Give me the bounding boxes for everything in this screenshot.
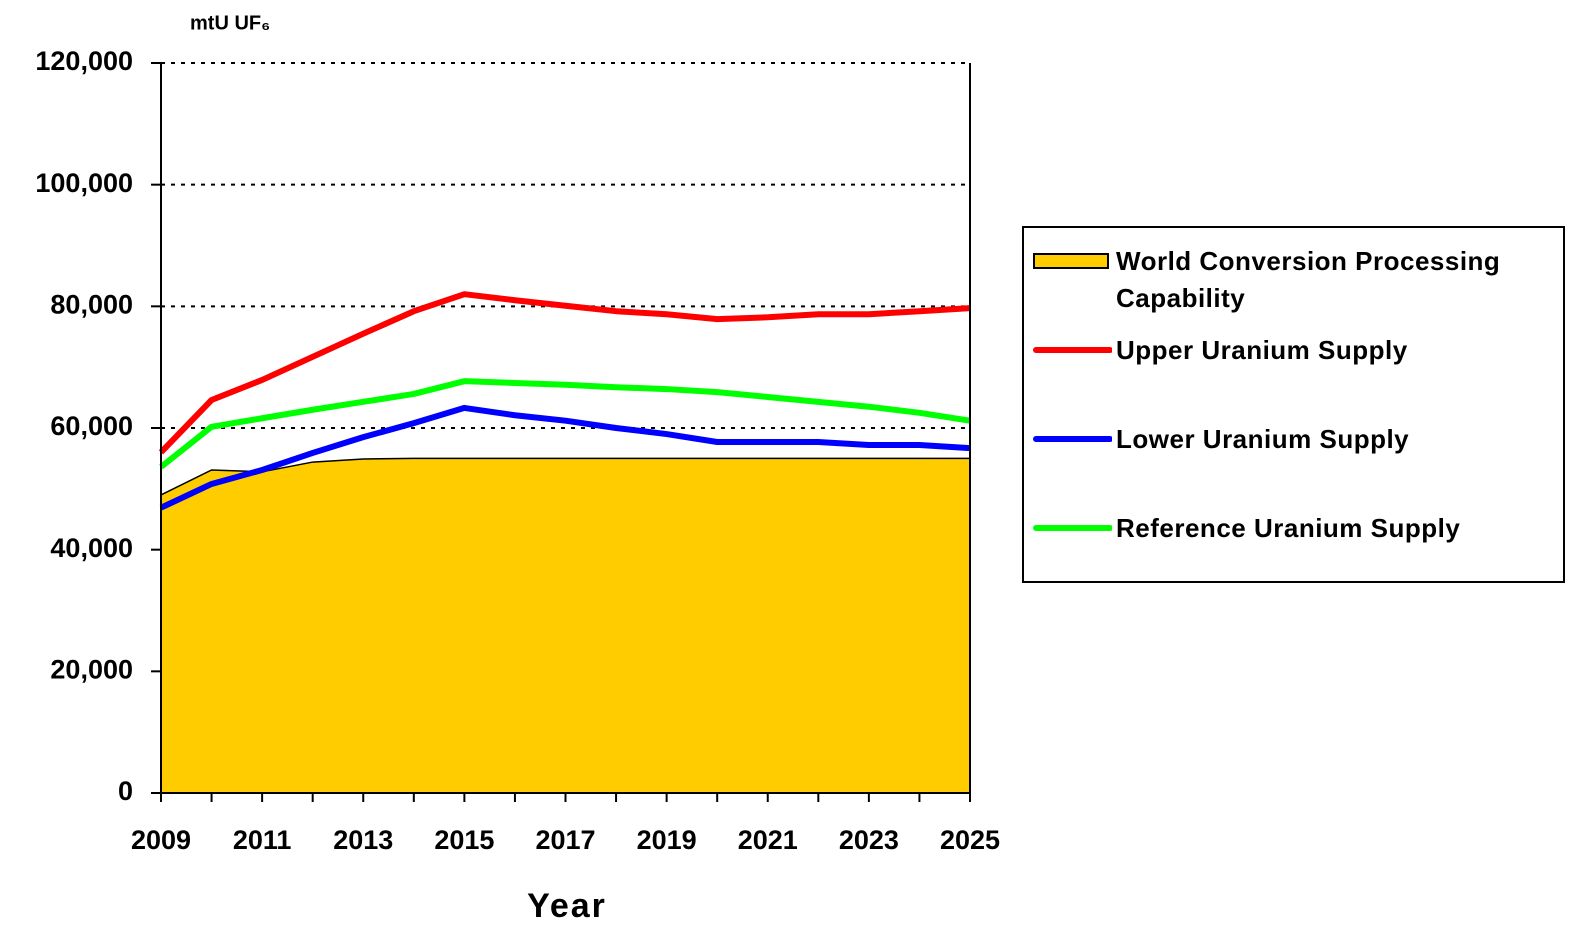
legend-swatch [1033,525,1112,531]
x-tick-label: 2013 [333,825,393,855]
line [159,378,971,470]
line [159,404,971,511]
x-axis-label: Year [527,887,607,925]
area [160,457,971,794]
legend-label: World Conversion Processing Capability [1116,246,1501,313]
x-tick-label: 2009 [131,825,191,855]
legend-label: Lower Uranium Supply [1116,424,1410,454]
legend-swatch [1033,253,1109,269]
y-tick-label: 0 [118,776,133,806]
y-tick-label: 40,000 [50,533,133,563]
x-tick-label: 2021 [738,825,798,855]
legend-area-swatch [1033,253,1109,269]
legend-label: Reference Uranium Supply [1116,513,1461,543]
legend: World Conversion Processing Capability Up… [1022,226,1565,583]
y-tick-label: 80,000 [50,289,133,319]
legend-swatch [1033,347,1112,353]
x-tick-label: 2023 [839,825,899,855]
x-tick-label: 2015 [434,825,494,855]
legend-label: Upper Uranium Supply [1116,335,1408,365]
y-tick-label: 100,000 [35,168,133,198]
x-tick-label: 2011 [233,825,292,855]
y-tick-label: 120,000 [35,46,133,76]
x-tick-label: 2025 [940,825,1000,855]
x-tick-label: 2019 [637,825,697,855]
y-tick-label: 60,000 [50,411,133,441]
line [158,291,971,455]
legend-swatch [1033,436,1112,442]
y-axis-label: mtU UF₆ [190,12,270,34]
y-tick-label: 20,000 [50,654,133,684]
x-tick-label: 2017 [535,825,595,855]
